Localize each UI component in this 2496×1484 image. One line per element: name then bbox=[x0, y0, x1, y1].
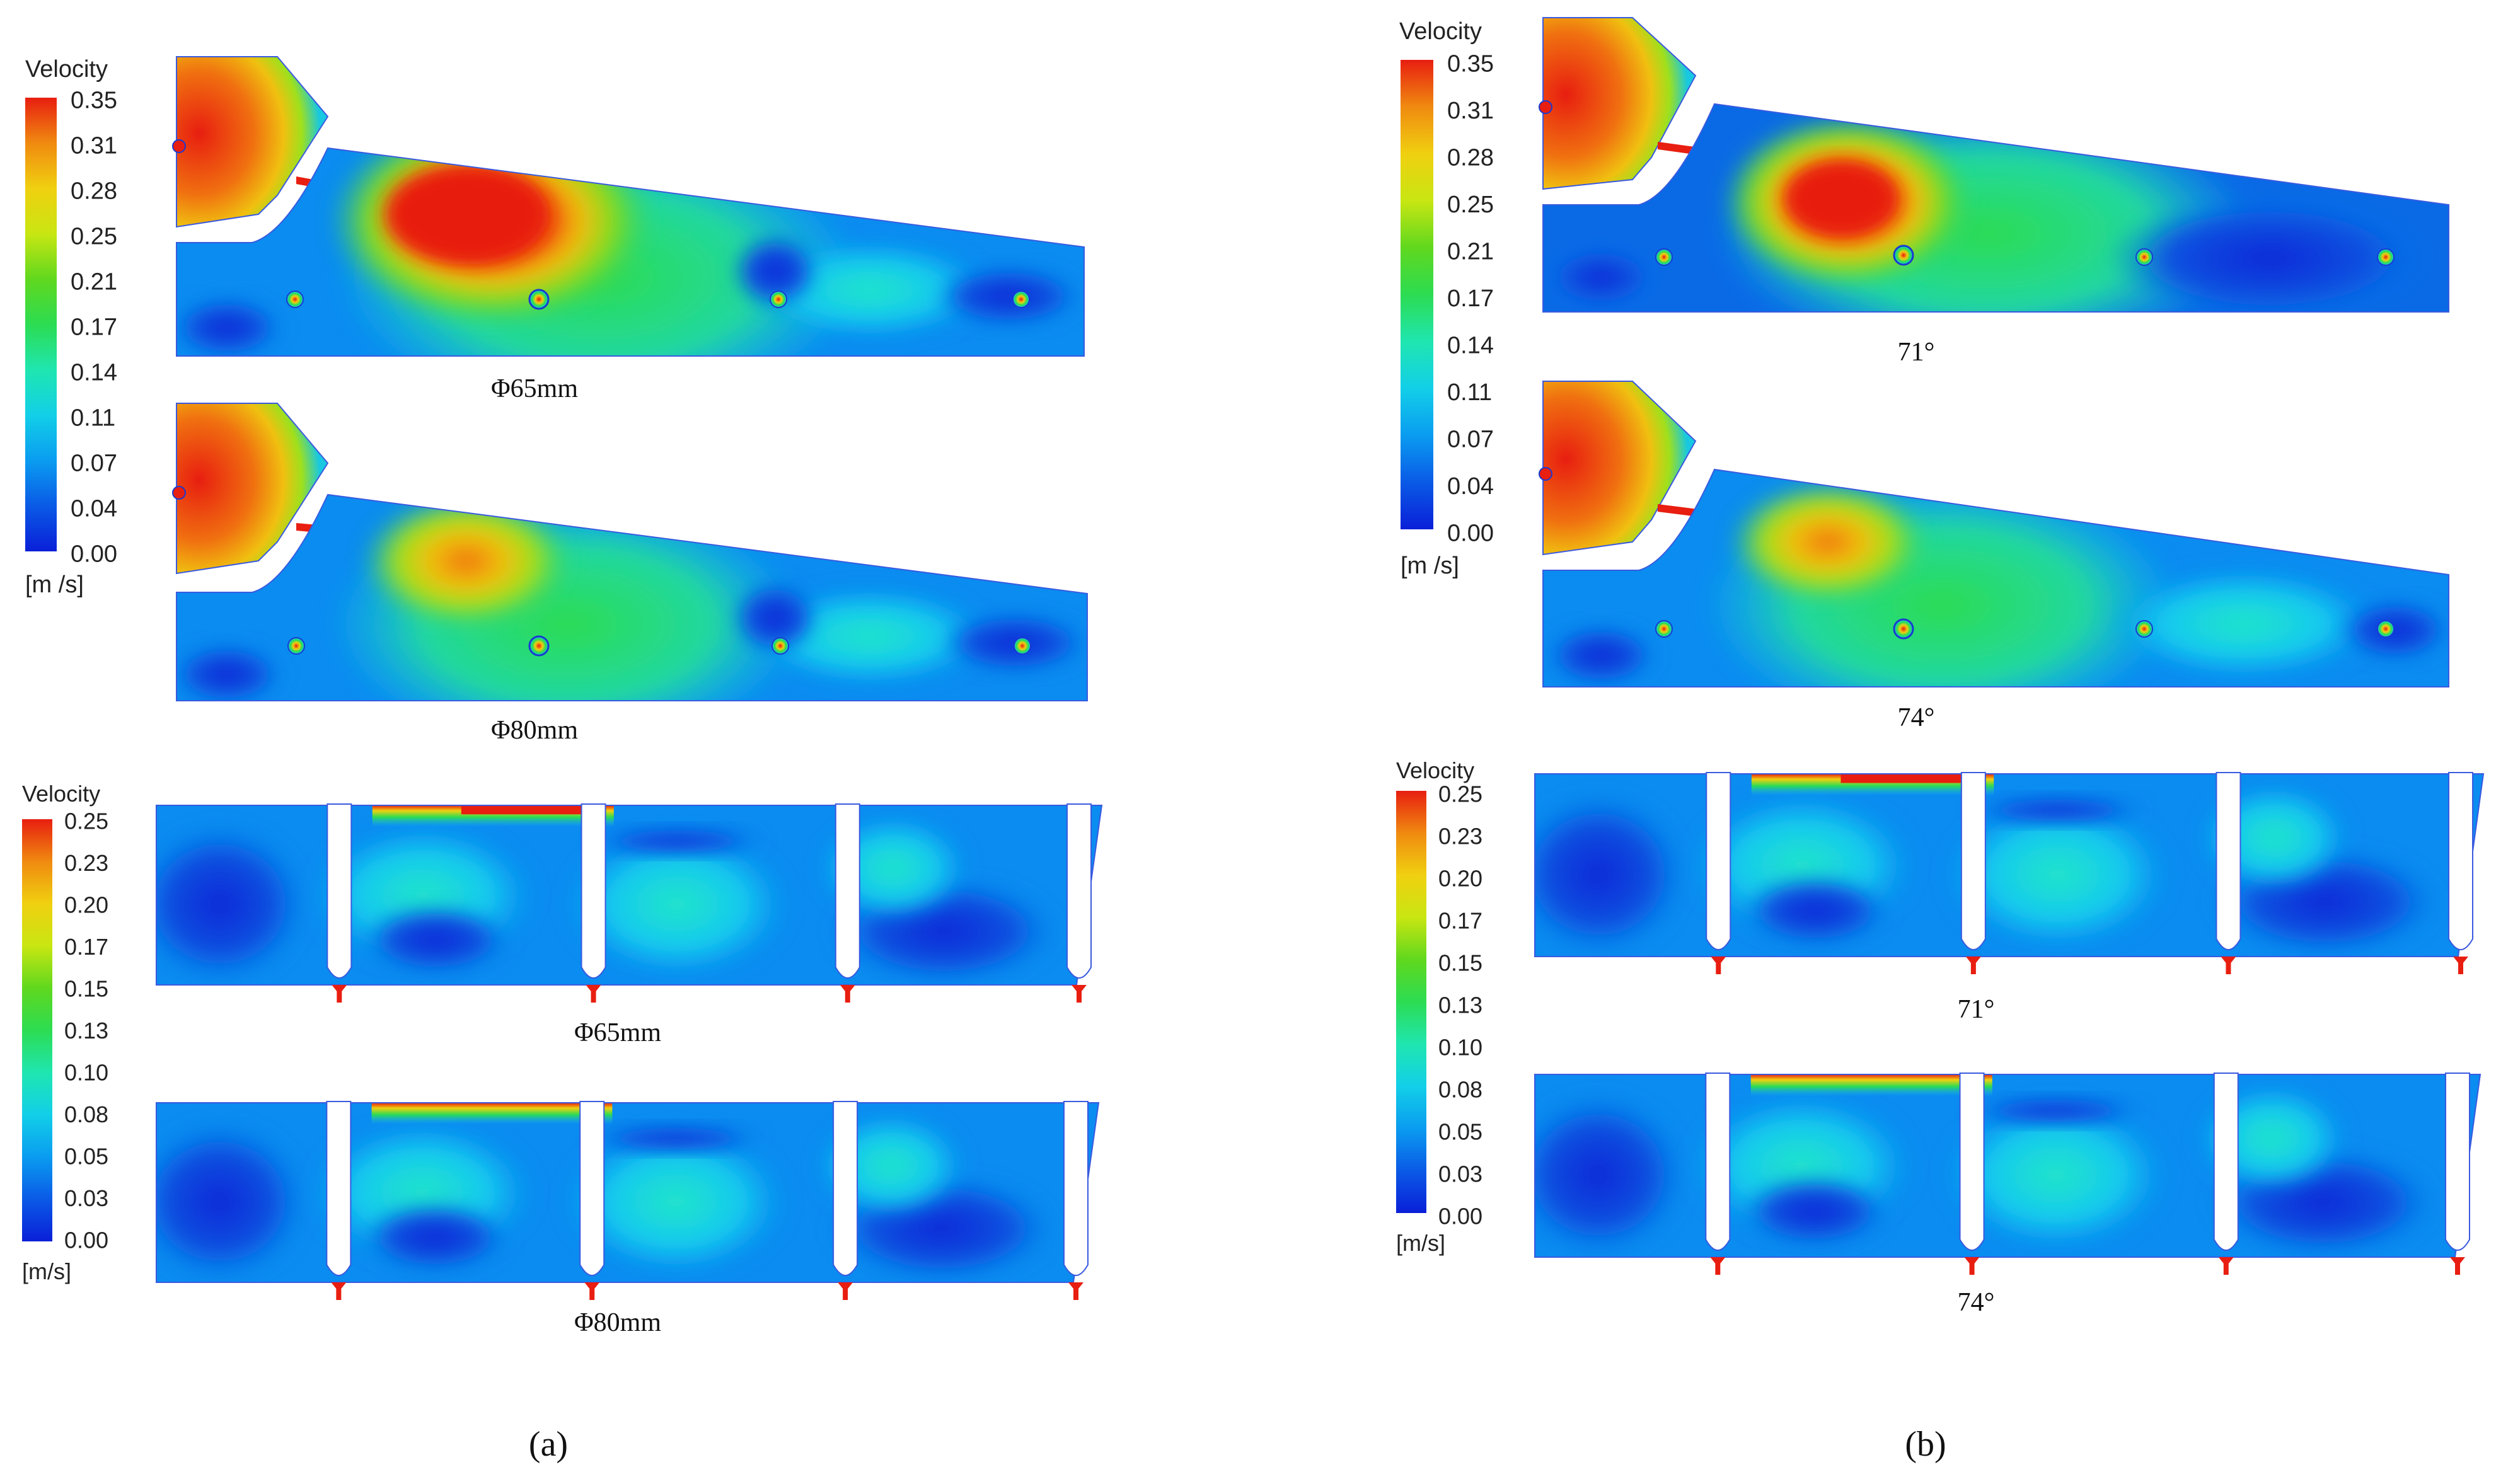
colorbar-tick-label: 0.17 bbox=[64, 934, 108, 960]
caption-top-b1: 71° bbox=[1898, 338, 1935, 367]
colorbar-swatch bbox=[22, 819, 52, 1241]
colorbar-tick-label: 0.11 bbox=[1447, 379, 1492, 406]
channel-contour-b1 bbox=[1534, 772, 2485, 974]
colorbar-tick-label: 0.20 bbox=[64, 892, 108, 918]
colorbar-tick-label: 0.13 bbox=[1438, 992, 1482, 1018]
colorbar-tick-label: 0.08 bbox=[1438, 1077, 1482, 1103]
contour-top-b2 bbox=[1539, 381, 2449, 687]
colorbar-tick-label: 0.25 bbox=[1438, 781, 1482, 807]
colorbar-tick-label: 0.17 bbox=[1447, 285, 1494, 312]
colorbar-top-a: Velocity 0.35 0.31 0.28 0.25 0.21 0.17 0.14 0.1… bbox=[25, 56, 117, 598]
colorbar-swatch bbox=[1396, 791, 1426, 1213]
colorbar-title: Velocity bbox=[1399, 18, 1482, 45]
panel-label-a: (a) bbox=[529, 1425, 568, 1464]
colorbar-tick-label: 0.07 bbox=[71, 450, 117, 476]
channel-contour-a1 bbox=[156, 803, 1103, 1003]
colorbar-tick-label: 0.17 bbox=[1438, 908, 1482, 934]
colorbar-tick-label: 0.20 bbox=[1438, 866, 1482, 892]
panel-label-b: (b) bbox=[1905, 1425, 1946, 1464]
colorbar-tick-label: 0.13 bbox=[64, 1018, 108, 1044]
colorbar-tick-label: 0.05 bbox=[1438, 1119, 1482, 1145]
colorbar-tick-label: 0.28 bbox=[71, 178, 117, 204]
caption-bottom-b2: 74° bbox=[1958, 1288, 1995, 1317]
colorbar-swatch bbox=[25, 98, 57, 551]
colorbar-tick-label: 0.25 bbox=[64, 808, 108, 834]
colorbar-tick-label: 0.31 bbox=[1447, 98, 1494, 124]
caption-top-b2: 74° bbox=[1898, 703, 1935, 732]
contour-top-a2 bbox=[172, 403, 1088, 701]
colorbar-unit: [m /s] bbox=[1401, 553, 1459, 579]
colorbar-tick-label: 0.08 bbox=[64, 1101, 108, 1127]
colorbar-tick-label: 0.21 bbox=[1447, 238, 1494, 265]
colorbar-tick-label: 0.10 bbox=[64, 1060, 108, 1086]
colorbar-title: Velocity bbox=[25, 56, 108, 83]
colorbar-tick-label: 0.00 bbox=[71, 541, 117, 567]
colorbar-swatch bbox=[1401, 60, 1433, 529]
colorbar-tick-label: 0.04 bbox=[1447, 473, 1494, 500]
colorbar-tick-label: 0.00 bbox=[1447, 520, 1494, 546]
caption-bottom-b1: 71° bbox=[1958, 995, 1995, 1024]
colorbar-tick-label: 0.35 bbox=[71, 87, 117, 113]
colorbar-tick-label: 0.00 bbox=[64, 1228, 108, 1253]
colorbar-tick-label: 0.04 bbox=[71, 495, 117, 522]
colorbar-tick-label: 0.23 bbox=[64, 850, 108, 876]
colorbar-tick-label: 0.14 bbox=[1447, 332, 1494, 359]
colorbar-tick-label: 0.00 bbox=[1438, 1204, 1482, 1229]
colorbar-tick-label: 0.05 bbox=[64, 1144, 108, 1170]
channel-contour-b2 bbox=[1534, 1073, 2482, 1275]
colorbar-tick-label: 0.14 bbox=[71, 359, 117, 386]
colorbar-tick-label: 0.25 bbox=[1447, 192, 1494, 218]
colorbar-tick-label: 0.21 bbox=[71, 268, 117, 295]
colorbar-tick-label: 0.28 bbox=[1447, 144, 1494, 171]
colorbar-tick-label: 0.10 bbox=[1438, 1035, 1482, 1061]
caption-top-a1: Φ65mm bbox=[491, 374, 578, 403]
colorbar-unit: [m/s] bbox=[1396, 1230, 1445, 1256]
colorbar-title: Velocity bbox=[1396, 757, 1474, 783]
contour-top-a1 bbox=[172, 56, 1085, 357]
caption-bottom-a1: Φ65mm bbox=[574, 1018, 661, 1047]
colorbar-tick-label: 0.35 bbox=[1447, 50, 1494, 77]
colorbar-tick-label: 0.15 bbox=[64, 976, 108, 1002]
colorbar-title: Velocity bbox=[22, 781, 100, 807]
channel-contour-a2 bbox=[156, 1101, 1100, 1300]
colorbar-tick-label: 0.15 bbox=[1438, 950, 1482, 976]
caption-bottom-a2: Φ80mm bbox=[574, 1308, 661, 1337]
colorbar-tick-label: 0.23 bbox=[1438, 824, 1482, 849]
caption-top-a2: Φ80mm bbox=[491, 716, 578, 745]
colorbar-bottom-a: Velocity 0.25 0.23 0.20 0.17 0.15 0.13 0.10 0.0… bbox=[22, 781, 108, 1284]
colorbar-tick-label: 0.11 bbox=[71, 405, 115, 431]
colorbar-tick-label: 0.03 bbox=[1438, 1161, 1482, 1187]
colorbar-tick-label: 0.31 bbox=[71, 132, 117, 159]
colorbar-tick-label: 0.07 bbox=[1447, 426, 1494, 452]
colorbar-unit: [m/s] bbox=[22, 1258, 71, 1284]
colorbar-tick-label: 0.25 bbox=[71, 223, 117, 250]
colorbar-top-b: Velocity 0.35 0.31 0.28 0.25 0.21 0.17 0.14 0.1… bbox=[1399, 18, 1494, 579]
colorbar-unit: [m /s] bbox=[25, 572, 84, 598]
colorbar-tick-label: 0.03 bbox=[64, 1185, 108, 1211]
colorbar-bottom-b: Velocity 0.25 0.23 0.20 0.17 0.15 0.13 0.10 0.0… bbox=[1396, 757, 1482, 1256]
contour-top-b1 bbox=[1539, 17, 2449, 313]
colorbar-tick-label: 0.17 bbox=[71, 314, 117, 340]
